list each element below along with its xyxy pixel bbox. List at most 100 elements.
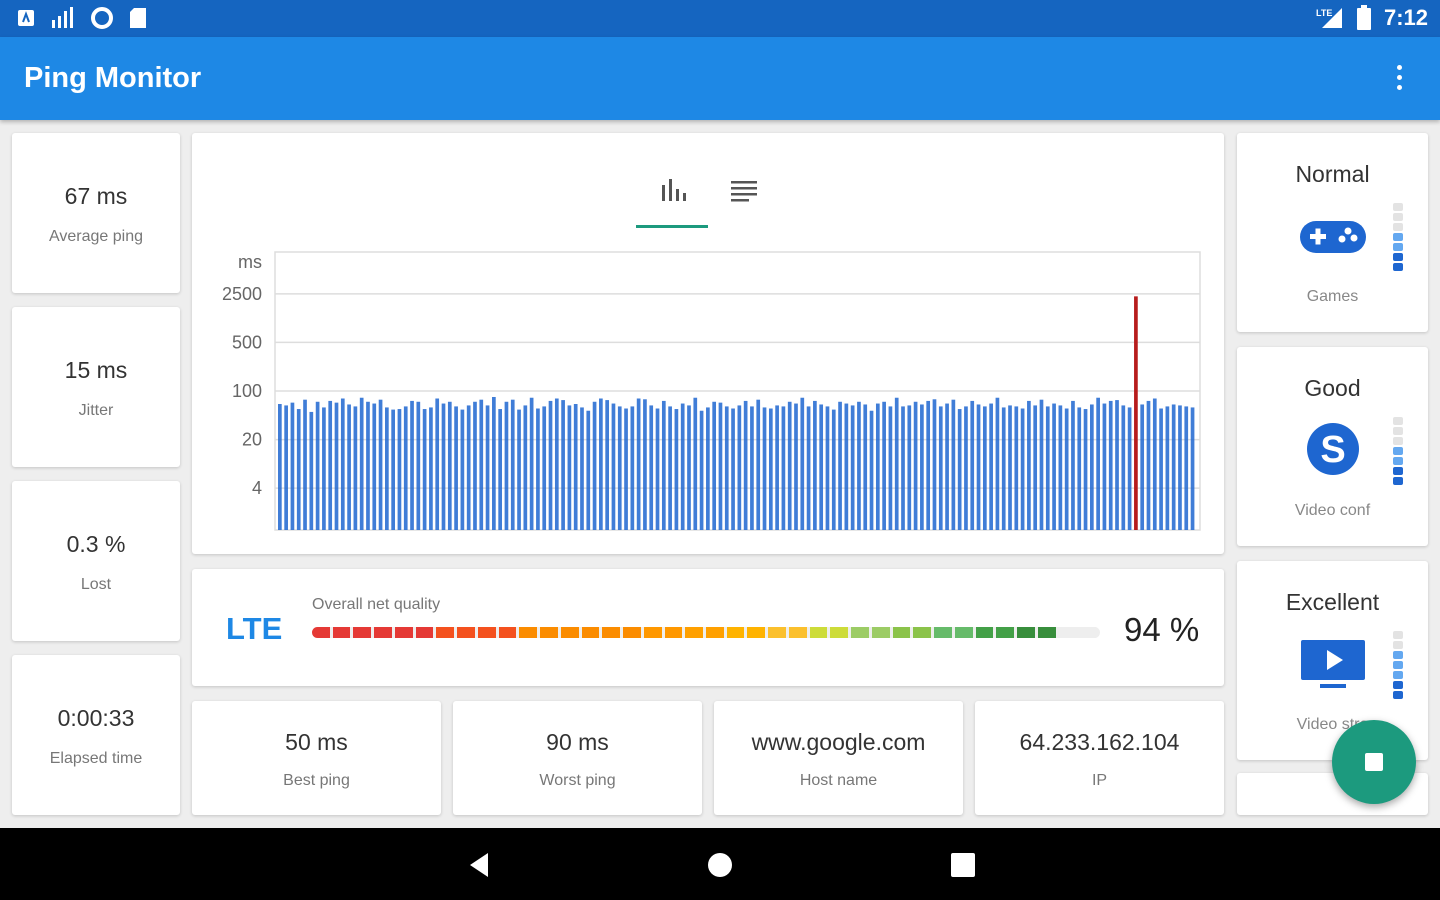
meter-segment (1393, 253, 1403, 261)
quality-segment (394, 627, 413, 638)
chart-bar (920, 404, 924, 530)
chart-bar (492, 396, 496, 530)
chart-bar (1008, 405, 1012, 530)
quality-segment (871, 627, 890, 638)
meter-segment (1393, 651, 1403, 659)
chart-bar (630, 406, 635, 530)
chart-bar (989, 403, 993, 530)
y-tick-label: 100 (232, 381, 262, 401)
chart-bar (359, 397, 364, 530)
best-ping-card: 50 ms Best ping (192, 701, 441, 815)
chart-bar (668, 406, 672, 530)
quality-segment (415, 627, 434, 638)
recents-icon[interactable] (948, 850, 978, 880)
chart-bar (1071, 400, 1075, 530)
quality-segment (540, 627, 558, 638)
quality-segment (934, 627, 952, 638)
chart-bar (1184, 406, 1189, 530)
chart-bar (913, 401, 918, 530)
chart-bar (661, 400, 666, 530)
meter-segment (1393, 447, 1403, 455)
chart-bar (787, 401, 792, 530)
quality-segment (830, 627, 849, 638)
tab-chart[interactable] (636, 173, 708, 229)
chart-bar (340, 398, 345, 530)
meter-segment (1393, 641, 1403, 649)
chart-bar (1052, 403, 1056, 530)
chart-bar (750, 406, 754, 530)
chart-bar (586, 410, 591, 530)
quality-segment (1037, 627, 1056, 638)
chart-bar (435, 398, 440, 530)
video-monitor-icon (1301, 640, 1365, 688)
tab-list[interactable] (722, 173, 766, 213)
chart-bar (510, 399, 515, 530)
meter-segment (1393, 477, 1403, 485)
chart-bar (1171, 404, 1176, 530)
chart-bar (838, 401, 842, 530)
chart-bar (441, 403, 446, 530)
chart-bar (303, 399, 307, 530)
chart-bar (454, 406, 458, 530)
chart-bar (479, 399, 484, 530)
quality-segment (623, 627, 641, 638)
average-ping-value: 67 ms (64, 183, 128, 209)
chart-bar (901, 406, 905, 530)
chart-bar (296, 409, 301, 530)
chart-bar (806, 406, 811, 530)
chart-bar (1121, 405, 1126, 530)
elapsed-time-label: Elapsed time (49, 750, 143, 767)
lost-label: Lost (80, 576, 112, 593)
status-time: 7:12 (1383, 5, 1428, 30)
svg-text:S: S (1320, 429, 1345, 471)
lost-card: 0.3 % Lost (12, 481, 180, 641)
chart-bar (1152, 398, 1157, 530)
chart-bar (699, 410, 704, 530)
chart-bar (473, 401, 477, 530)
gamepad-icon (1300, 221, 1366, 253)
chart-bar (737, 405, 742, 530)
chart-bar (284, 405, 288, 530)
back-icon[interactable] (464, 850, 494, 880)
host-name-label: Host name (799, 772, 878, 789)
chart-bar (391, 409, 395, 530)
quality-segment (975, 627, 994, 638)
chart-bar (599, 398, 603, 530)
chart-bar (1077, 407, 1082, 530)
quality-segment (1058, 627, 1077, 638)
average-ping-label: Average ping (49, 228, 143, 245)
overflow-menu-icon[interactable] (1392, 65, 1406, 95)
chart-bar (1108, 400, 1113, 530)
chart-bar (278, 404, 282, 530)
chart-bar (674, 409, 679, 530)
worst-ping-card: 90 ms Worst ping (453, 701, 702, 815)
quality-segment (851, 627, 869, 638)
chart-bar (580, 407, 584, 530)
sd-card-icon (130, 8, 146, 28)
chart-bar (611, 403, 616, 530)
chart-bar (951, 399, 956, 530)
quality-segment (809, 627, 828, 638)
stop-button[interactable] (1332, 720, 1416, 804)
chart-bar (831, 409, 836, 530)
quality-segment (788, 627, 807, 638)
quality-segment (913, 627, 932, 638)
chart-bar (1014, 406, 1019, 530)
video-conf-label: Video conf (1294, 502, 1371, 519)
chart-bar (869, 410, 874, 530)
home-icon[interactable] (705, 850, 735, 880)
ping-bar-chart: ms 2500 500 100 20 4 (222, 251, 1201, 531)
chart-bar (875, 403, 880, 530)
chart-bar (1020, 408, 1025, 530)
chart-bar (548, 400, 553, 530)
chart-bar (888, 406, 893, 530)
quality-segment (560, 627, 579, 638)
jitter-label: Jitter (78, 402, 114, 419)
games-level-meter (1393, 203, 1403, 273)
quality-segment (1079, 627, 1097, 638)
chart-bar (1045, 406, 1050, 530)
chart-bar (794, 403, 798, 530)
chart-bar (863, 404, 868, 530)
chart-bar (529, 397, 534, 530)
list-icon (731, 181, 757, 202)
